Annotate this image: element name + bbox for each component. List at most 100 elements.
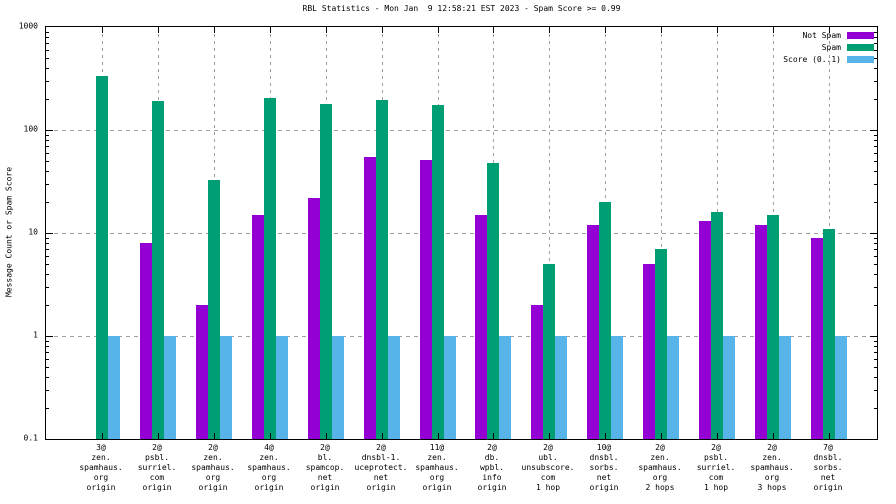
y-minor-tick xyxy=(874,345,877,347)
y-tick-label: 1 xyxy=(33,330,38,340)
bar-spam xyxy=(264,97,276,439)
y-minor-tick xyxy=(46,36,49,38)
legend-label: Not Spam xyxy=(802,30,841,40)
y-minor-tick xyxy=(46,351,49,353)
bar-spam xyxy=(432,105,444,439)
y-minor-tick xyxy=(46,273,49,275)
bar-not-spam xyxy=(587,224,599,439)
y-minor-tick xyxy=(874,145,877,147)
y-axis-tick-labels: 1000 100 10 1 0.1 xyxy=(0,22,40,443)
x-tick-top xyxy=(438,27,439,33)
y-minor-tick xyxy=(46,407,49,409)
bar-score xyxy=(108,336,120,439)
gridline-horizontal xyxy=(46,336,877,337)
legend: Not Spam Spam Score (0..1) xyxy=(783,29,874,65)
x-axis-labels: 3@ zen. spamhaus. org origin 2@ psbl. sur… xyxy=(45,443,878,499)
y-minor-tick xyxy=(46,304,49,306)
bar-spam xyxy=(320,104,332,439)
x-tick-top xyxy=(829,27,830,33)
bar-score xyxy=(499,336,511,439)
bar-score xyxy=(835,336,847,439)
x-tick-bottom xyxy=(549,433,550,439)
bar-not-spam xyxy=(811,237,823,439)
bar-score xyxy=(220,336,232,439)
y-major-tick xyxy=(870,336,877,337)
chart-title: RBL Statistics - Mon Jan 9 12:58:21 EST … xyxy=(302,4,621,13)
y-minor-tick xyxy=(46,183,49,185)
legend-row: Spam xyxy=(783,41,874,53)
y-minor-tick xyxy=(46,201,49,203)
x-tick-top xyxy=(493,27,494,33)
x-tick-top xyxy=(773,27,774,33)
x-tick-bottom xyxy=(326,433,327,439)
bar-not-spam xyxy=(196,304,208,439)
y-tick-label: 10 xyxy=(28,227,38,237)
x-tick-bottom xyxy=(717,433,718,439)
bar-spam xyxy=(96,75,108,439)
x-category-label: 2@ psbl. surriel. com origin xyxy=(137,443,177,492)
bar-spam xyxy=(208,179,220,439)
bar-score xyxy=(388,336,400,439)
y-minor-tick xyxy=(46,145,49,147)
x-category-label: 7@ dnsbl. sorbs. net origin xyxy=(813,443,843,492)
gridline-vertical xyxy=(661,27,662,439)
y-minor-tick xyxy=(46,237,49,239)
y-minor-tick xyxy=(874,304,877,306)
bar-spam xyxy=(655,248,667,439)
x-category-label: 2@ ubl. unsubscore. com 1 hop xyxy=(521,443,575,492)
y-minor-tick xyxy=(874,264,877,265)
x-tick-top xyxy=(549,27,550,33)
y-minor-tick xyxy=(46,58,49,59)
x-tick-top xyxy=(270,27,271,33)
x-category-label: 2@ zen. spamhaus. org 2 hops xyxy=(638,443,682,492)
legend-row: Not Spam xyxy=(783,29,874,41)
y-minor-tick xyxy=(46,139,49,141)
x-tick-top xyxy=(214,27,215,33)
y-minor-tick xyxy=(46,367,49,368)
y-minor-tick xyxy=(874,367,877,368)
y-minor-tick xyxy=(874,67,877,69)
bar-spam xyxy=(487,162,499,439)
y-minor-tick xyxy=(874,98,877,100)
legend-swatch xyxy=(847,43,874,51)
bar-not-spam xyxy=(308,197,320,439)
y-minor-tick xyxy=(874,376,877,378)
y-minor-tick xyxy=(46,255,49,257)
y-minor-tick xyxy=(874,139,877,141)
y-minor-tick xyxy=(46,389,49,391)
y-minor-tick xyxy=(46,345,49,347)
y-major-tick xyxy=(46,130,53,131)
y-minor-tick xyxy=(46,376,49,378)
x-category-label: 2@ db. wpbl. info origin xyxy=(477,443,507,492)
y-minor-tick xyxy=(46,170,49,172)
bar-not-spam xyxy=(252,214,264,439)
y-major-tick xyxy=(46,336,53,337)
x-tick-bottom xyxy=(661,433,662,439)
bar-not-spam xyxy=(643,264,655,439)
x-tick-top xyxy=(717,27,718,33)
bar-not-spam xyxy=(140,242,152,439)
x-category-label: 2@ zen. spamhaus. org origin xyxy=(191,443,235,492)
bar-score xyxy=(164,336,176,439)
gridline-horizontal xyxy=(46,130,877,131)
x-category-label: 2@ bl. spamcop. net origin xyxy=(305,443,345,492)
y-minor-tick xyxy=(874,42,877,44)
y-major-tick xyxy=(870,130,877,131)
bar-score xyxy=(611,336,623,439)
bar-not-spam xyxy=(420,160,432,439)
y-minor-tick xyxy=(46,67,49,69)
x-tick-bottom xyxy=(773,433,774,439)
bar-not-spam xyxy=(475,214,487,439)
bar-not-spam xyxy=(364,156,376,439)
y-minor-tick xyxy=(874,286,877,288)
x-tick-bottom xyxy=(605,433,606,439)
plot-area: Not Spam Spam Score (0..1) xyxy=(45,26,878,440)
y-minor-tick xyxy=(874,351,877,353)
x-tick-top xyxy=(661,27,662,33)
bar-spam xyxy=(376,100,388,439)
y-minor-tick xyxy=(874,201,877,203)
x-tick-top xyxy=(326,27,327,33)
x-tick-bottom xyxy=(829,433,830,439)
y-minor-tick xyxy=(874,31,877,33)
y-minor-tick xyxy=(874,134,877,136)
